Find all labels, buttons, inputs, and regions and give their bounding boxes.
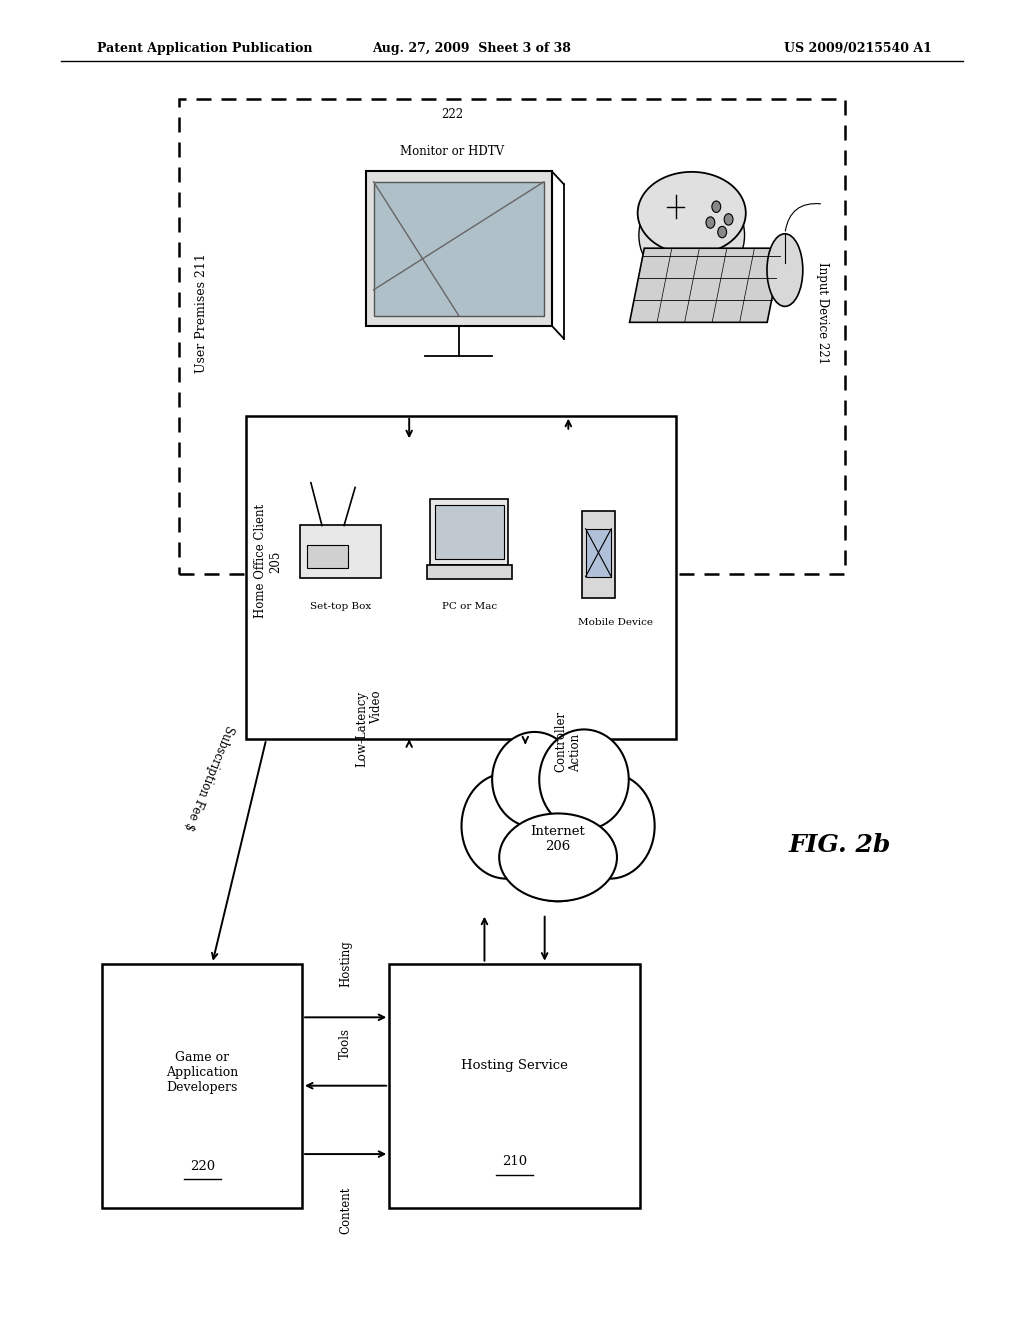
Text: Game or
Application
Developers: Game or Application Developers — [166, 1051, 239, 1094]
Text: PC or Mac: PC or Mac — [441, 602, 497, 611]
Text: FIG. 2b: FIG. 2b — [788, 833, 891, 857]
Text: Subscription Fee $: Subscription Fee $ — [181, 722, 236, 832]
Text: Hosting: Hosting — [339, 940, 352, 987]
Bar — [427, 565, 512, 578]
Bar — [586, 529, 611, 577]
Ellipse shape — [706, 216, 715, 228]
Bar — [435, 506, 504, 558]
Text: Content: Content — [339, 1187, 352, 1234]
Ellipse shape — [493, 731, 577, 828]
Text: Monitor or HDTV: Monitor or HDTV — [400, 145, 504, 158]
Bar — [307, 545, 348, 569]
Bar — [179, 99, 845, 574]
Ellipse shape — [500, 813, 616, 902]
Text: Home Office Client
205: Home Office Client 205 — [254, 504, 283, 618]
Text: US 2009/0215540 A1: US 2009/0215540 A1 — [784, 42, 932, 55]
Text: 222: 222 — [441, 108, 463, 121]
Text: Controller
Action: Controller Action — [554, 711, 582, 772]
Text: Input Device 221: Input Device 221 — [816, 261, 828, 364]
Text: Tools: Tools — [339, 1028, 352, 1059]
Ellipse shape — [638, 172, 745, 255]
Bar — [366, 172, 552, 326]
Text: User Premises 211: User Premises 211 — [196, 253, 208, 372]
Bar — [246, 416, 676, 739]
Ellipse shape — [713, 207, 744, 264]
Ellipse shape — [712, 201, 721, 213]
Bar — [389, 964, 640, 1208]
Ellipse shape — [724, 214, 733, 226]
Polygon shape — [630, 248, 782, 322]
Bar — [430, 499, 508, 565]
Bar — [582, 511, 615, 598]
Ellipse shape — [497, 763, 620, 902]
Bar — [102, 964, 302, 1208]
Text: 220: 220 — [189, 1160, 215, 1173]
Text: Patent Application Publication: Patent Application Publication — [97, 42, 312, 55]
Ellipse shape — [767, 234, 803, 306]
Text: 210: 210 — [502, 1155, 527, 1168]
Text: Set-top Box: Set-top Box — [309, 602, 371, 611]
Ellipse shape — [565, 774, 654, 879]
Text: Mobile Device: Mobile Device — [578, 618, 653, 627]
Text: Internet
206: Internet 206 — [530, 825, 586, 853]
Text: Low-Latency
Video: Low-Latency Video — [355, 690, 384, 767]
Text: Aug. 27, 2009  Sheet 3 of 38: Aug. 27, 2009 Sheet 3 of 38 — [372, 42, 570, 55]
Ellipse shape — [718, 226, 727, 238]
Ellipse shape — [462, 774, 551, 879]
Ellipse shape — [639, 207, 671, 264]
Ellipse shape — [540, 730, 629, 830]
Bar — [374, 182, 544, 315]
Bar — [300, 525, 381, 578]
Text: Hosting Service: Hosting Service — [461, 1060, 568, 1072]
